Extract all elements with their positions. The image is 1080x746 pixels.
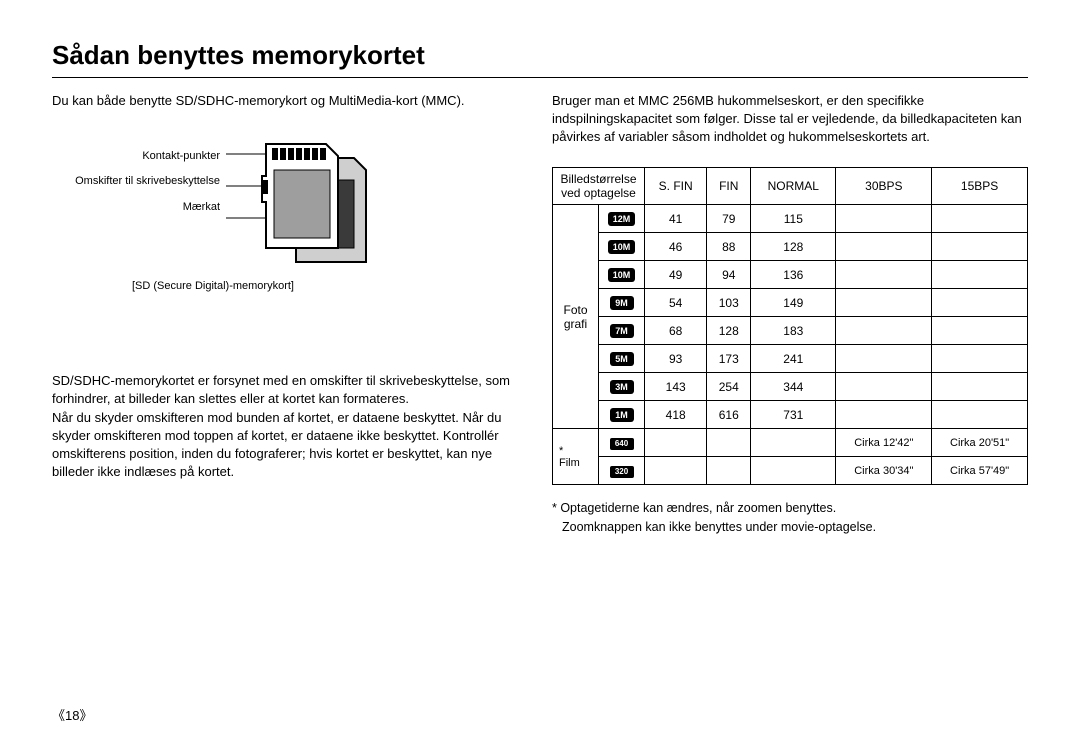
cell [932,289,1028,317]
cell: 616 [707,401,751,429]
diagram-caption: [SD (Secure Digital)-memorykort] [52,280,374,292]
cell: 103 [707,289,751,317]
cell [836,289,932,317]
cell [836,345,932,373]
cell [932,261,1028,289]
cell [751,429,836,457]
cell: 143 [645,373,707,401]
cell [932,373,1028,401]
cell [836,233,932,261]
label-write-protect: Omskifter til skrivebeskyttelse [52,175,220,188]
cell [932,233,1028,261]
right-intro-text: Bruger man et MMC 256MB hukommelseskort,… [552,92,1028,147]
cell [932,317,1028,345]
film-category: * Film [553,429,599,485]
cell: 79 [707,205,751,233]
cell: 173 [707,345,751,373]
table-row: 1M 418 616 731 [553,401,1028,429]
cell: Cirka 20'51" [932,429,1028,457]
cell [707,429,751,457]
hdr-30bps: 30BPS [836,167,932,205]
table-row: 10M 49 94 136 [553,261,1028,289]
footer-note-2: Zoomknappen kan ikke benyttes under movi… [552,518,1028,537]
left-intro-text: Du kan både benytte SD/SDHC-memorykort o… [52,92,512,110]
table-row: 3M 143 254 344 [553,373,1028,401]
table-header-row: Billedstørrelse ved optagelse S. FIN FIN… [553,167,1028,205]
cell [645,457,707,485]
label-sticker: Mærkat [52,201,220,214]
cell: 241 [751,345,836,373]
cell: 49 [645,261,707,289]
cell: Cirka 12'42" [836,429,932,457]
cell: 46 [645,233,707,261]
cell: 41 [645,205,707,233]
label-contacts: Kontakt-punkter [52,150,220,163]
cell: 68 [645,317,707,345]
table-row: * Film 640 Cirka 12'42" Cirka 20'51" [553,429,1028,457]
cell: 115 [751,205,836,233]
cell: 94 [707,261,751,289]
cell [645,429,707,457]
sd-card-icon [226,140,374,270]
left-body-text: SD/SDHC-memorykortet er forsynet med en … [52,372,512,481]
cell: 731 [751,401,836,429]
size-badge: 320 [610,466,634,478]
foto-category: Foto grafi [553,205,599,429]
size-badge: 10M [608,240,636,254]
cell [836,317,932,345]
table-row: 9M 54 103 149 [553,289,1028,317]
size-badge: 1M [610,408,634,422]
cell [836,373,932,401]
hdr-fin: FIN [707,167,751,205]
footer-note-1: * Optagetiderne kan ændres, når zoomen b… [552,499,1028,518]
cell [932,205,1028,233]
capacity-table: Billedstørrelse ved optagelse S. FIN FIN… [552,167,1028,486]
cell: 418 [645,401,707,429]
cell: 254 [707,373,751,401]
cell: Cirka 30'34" [836,457,932,485]
size-badge: 5M [610,352,634,366]
hdr-sfin: S. FIN [645,167,707,205]
size-badge: 7M [610,324,634,338]
cell: 344 [751,373,836,401]
page-title: Sådan benyttes memorykortet [52,40,1028,78]
hdr-normal: NORMAL [751,167,836,205]
cell: 88 [707,233,751,261]
table-row: Foto grafi 12M 41 79 115 [553,205,1028,233]
cell: 128 [751,233,836,261]
size-badge: 12M [608,212,636,226]
hdr-size-l1: Billedstørrelse [560,172,636,186]
cell [836,261,932,289]
cell [836,401,932,429]
table-row: 7M 68 128 183 [553,317,1028,345]
size-badge: 10M [608,268,636,282]
cell [707,457,751,485]
cell [932,401,1028,429]
size-badge: 3M [610,380,634,394]
cell: 54 [645,289,707,317]
size-badge: 640 [610,438,634,450]
film-star: * [559,445,563,457]
cell: Cirka 57'49" [932,457,1028,485]
page-number: 《18》 [52,705,92,724]
size-badge: 9M [610,296,634,310]
table-row: 320 Cirka 30'34" Cirka 57'49" [553,457,1028,485]
cell [751,457,836,485]
cell [836,205,932,233]
film-text: Film [559,457,580,469]
hdr-15bps: 15BPS [932,167,1028,205]
cell [932,345,1028,373]
cell: 136 [751,261,836,289]
hdr-size-l2: ved optagelse [561,186,636,200]
cell: 93 [645,345,707,373]
table-row: 5M 93 173 241 [553,345,1028,373]
cell: 149 [751,289,836,317]
sd-card-diagram: Kontakt-punkter Omskifter til skrivebesk… [52,140,512,292]
cell: 183 [751,317,836,345]
cell: 128 [707,317,751,345]
table-row: 10M 46 88 128 [553,233,1028,261]
